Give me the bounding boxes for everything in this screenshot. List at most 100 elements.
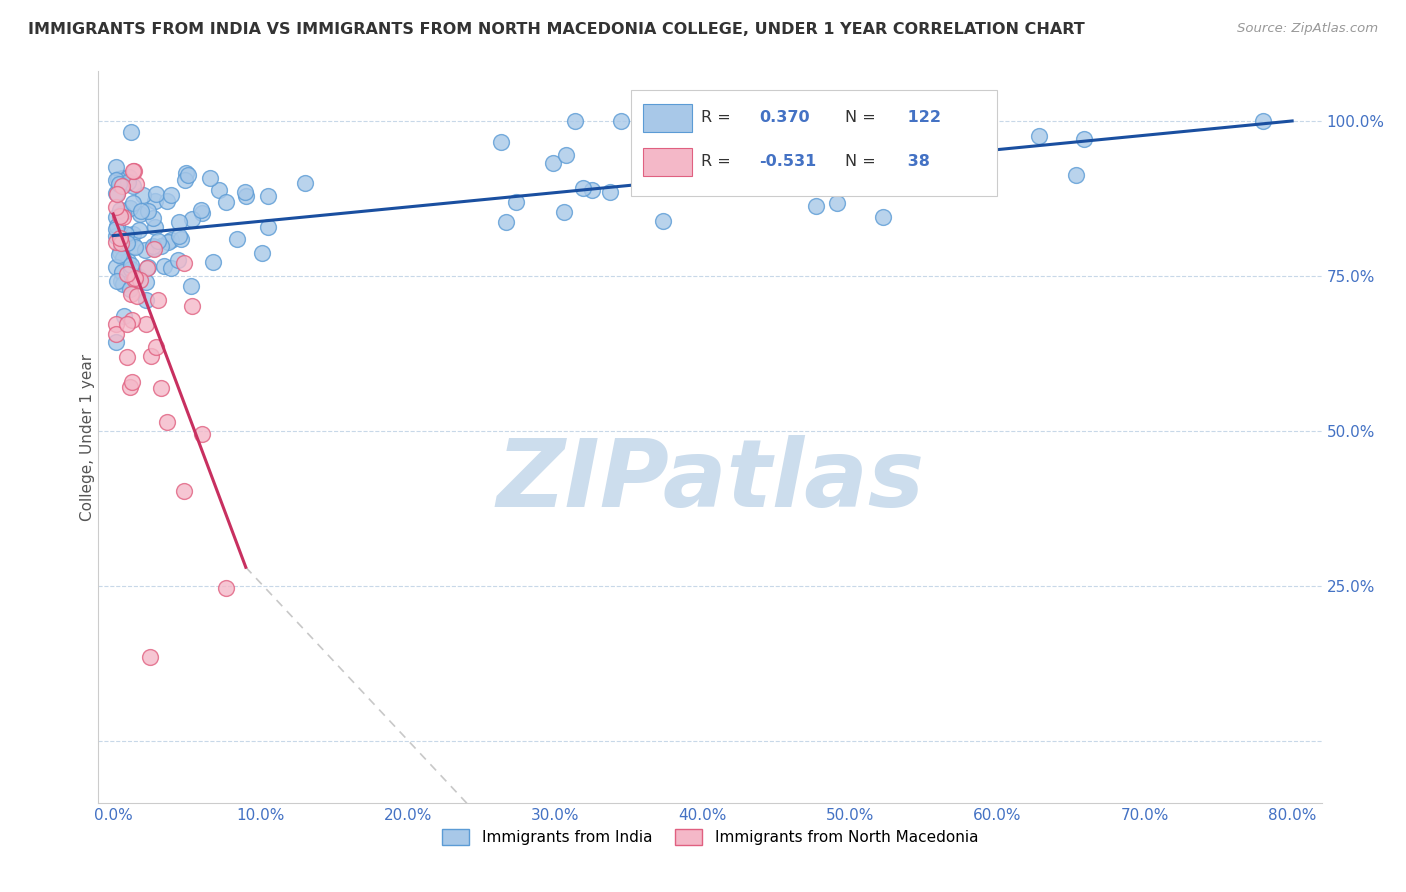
Point — [118, 282, 141, 296]
Point — [128, 223, 150, 237]
Point — [156, 415, 179, 429]
Point — [143, 194, 166, 208]
Text: R =: R = — [702, 153, 737, 169]
FancyBboxPatch shape — [643, 104, 692, 132]
Point — [173, 256, 195, 270]
FancyBboxPatch shape — [630, 90, 997, 195]
Point — [122, 163, 145, 178]
Point — [139, 650, 162, 665]
Point — [214, 581, 236, 595]
Point — [105, 326, 128, 341]
Point — [121, 375, 143, 389]
Point — [146, 293, 169, 307]
Point — [160, 233, 183, 247]
Point — [235, 188, 257, 202]
Point — [564, 114, 586, 128]
Point — [129, 273, 152, 287]
Point — [120, 125, 142, 139]
Point — [110, 177, 132, 191]
Point — [129, 207, 152, 221]
Point — [111, 266, 134, 280]
Text: N =: N = — [845, 110, 876, 125]
Point — [156, 194, 179, 208]
Point — [132, 188, 155, 202]
Text: IMMIGRANTS FROM INDIA VS IMMIGRANTS FROM NORTH MACEDONIA COLLEGE, UNDER 1 YEAR C: IMMIGRANTS FROM INDIA VS IMMIGRANTS FROM… — [28, 22, 1085, 37]
Text: 122: 122 — [903, 110, 941, 125]
Point — [105, 335, 128, 350]
Point — [107, 177, 129, 191]
Point — [110, 209, 132, 223]
Point — [115, 267, 138, 281]
Point — [110, 240, 132, 254]
Point — [105, 228, 128, 243]
Point — [108, 231, 131, 245]
Point — [117, 175, 139, 189]
Point — [825, 195, 848, 210]
Point — [120, 261, 142, 276]
Point — [135, 275, 157, 289]
Point — [136, 260, 159, 275]
Point — [111, 264, 134, 278]
Point — [121, 178, 143, 193]
Point — [191, 206, 214, 220]
Point — [294, 176, 316, 190]
Point — [250, 246, 273, 260]
Point — [117, 253, 139, 268]
Point — [872, 211, 894, 225]
Point — [198, 170, 221, 185]
Point — [124, 271, 146, 285]
Point — [139, 349, 162, 363]
Point — [142, 239, 165, 253]
Point — [208, 183, 231, 197]
Point — [117, 267, 139, 281]
Point — [146, 234, 169, 248]
Point — [112, 309, 135, 323]
Point — [111, 179, 134, 194]
Point — [105, 235, 128, 250]
Point — [118, 227, 141, 242]
Point — [105, 173, 128, 187]
Point — [136, 203, 159, 218]
Point — [190, 202, 212, 217]
Point — [695, 167, 717, 181]
Point — [173, 484, 195, 499]
Point — [709, 166, 731, 180]
Point — [160, 187, 183, 202]
Point — [115, 235, 138, 250]
Text: N =: N = — [845, 153, 876, 169]
Point — [117, 351, 139, 365]
Point — [495, 215, 517, 229]
Point — [142, 211, 165, 225]
Point — [908, 114, 931, 128]
Point — [856, 120, 879, 135]
Point — [215, 195, 238, 210]
Point — [491, 135, 513, 149]
FancyBboxPatch shape — [643, 148, 692, 176]
Point — [599, 186, 621, 200]
Point — [111, 206, 134, 220]
Point — [804, 120, 827, 135]
Point — [112, 210, 135, 224]
Point — [609, 114, 631, 128]
Point — [143, 242, 166, 256]
Point — [120, 380, 142, 394]
Point — [125, 288, 148, 302]
Point — [1064, 168, 1087, 182]
Text: -0.531: -0.531 — [759, 153, 817, 169]
Point — [108, 203, 131, 218]
Point — [105, 210, 128, 224]
Point — [967, 132, 990, 146]
Point — [879, 114, 901, 128]
Point — [115, 317, 138, 331]
Point — [135, 293, 157, 307]
Point — [135, 260, 157, 275]
Point — [145, 341, 167, 355]
Legend: Immigrants from India, Immigrants from North Macedonia: Immigrants from India, Immigrants from N… — [437, 825, 983, 850]
Point — [804, 199, 827, 213]
Point — [124, 239, 146, 253]
Point — [142, 239, 165, 253]
Point — [110, 274, 132, 288]
Point — [174, 166, 197, 180]
Point — [180, 279, 202, 293]
Point — [226, 232, 249, 246]
